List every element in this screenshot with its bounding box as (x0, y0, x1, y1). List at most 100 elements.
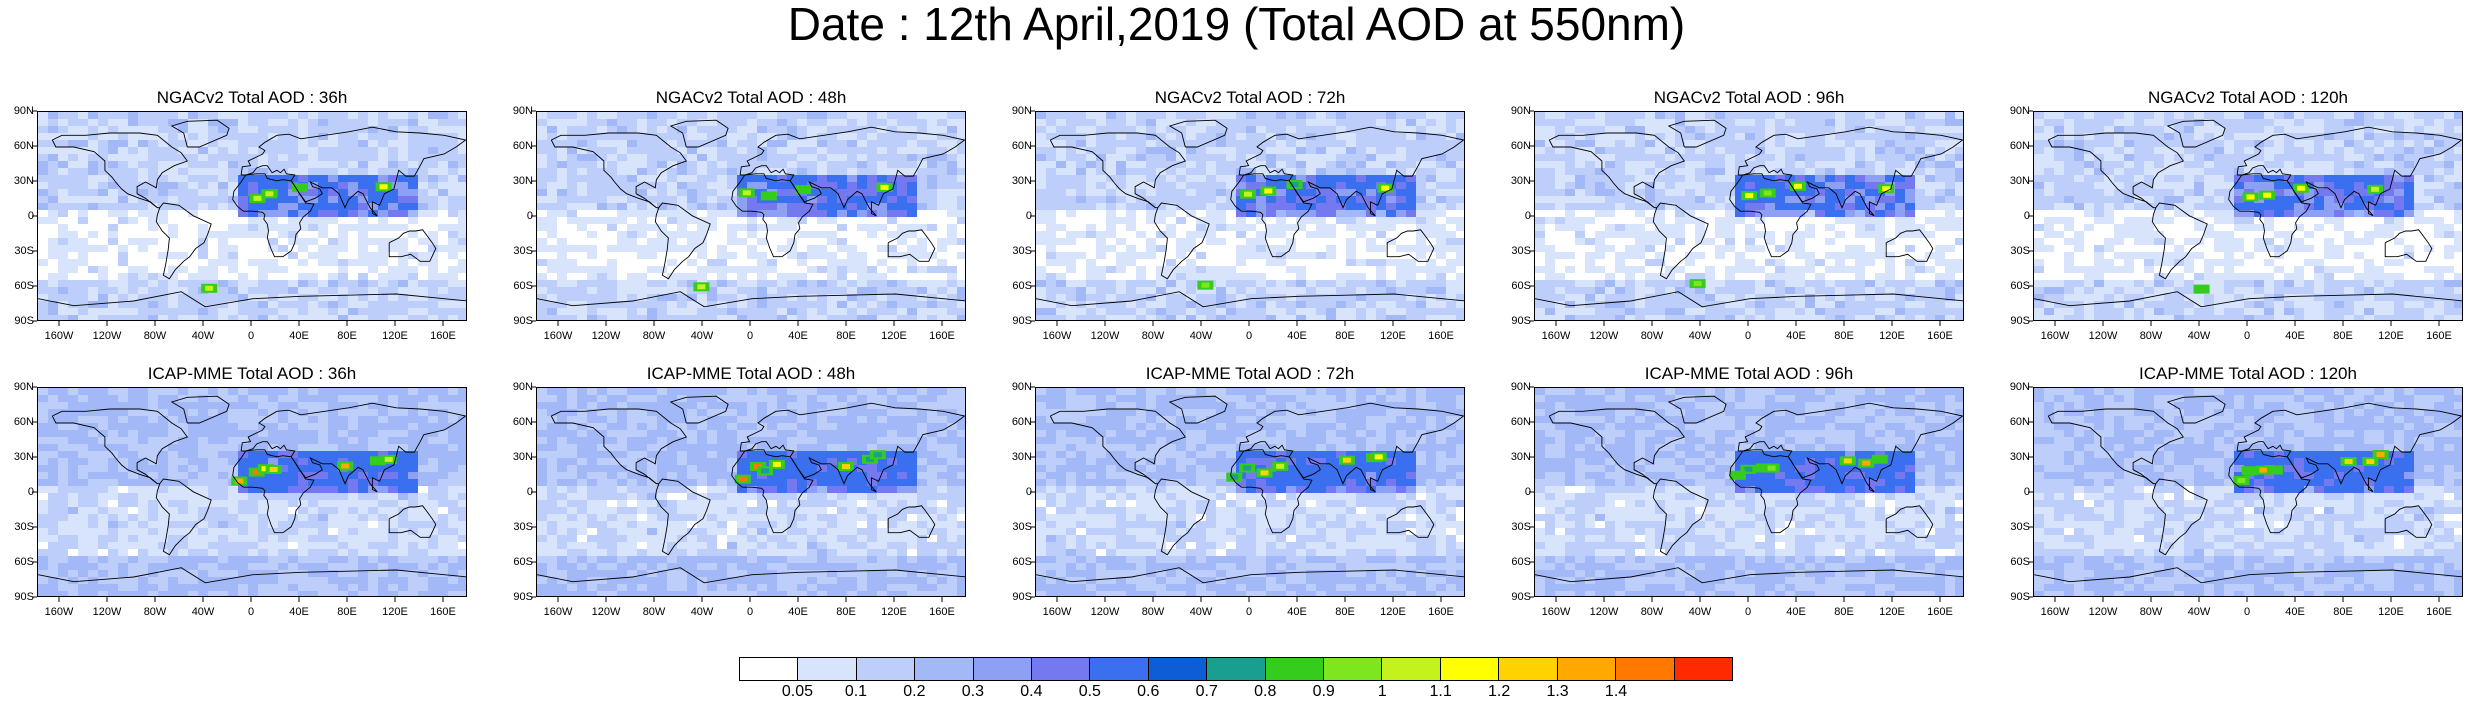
lon-tick-label: 160W (44, 606, 74, 618)
lat-tick-label: 30N (13, 175, 34, 187)
lon-tick-label: 40W (2187, 330, 2211, 342)
lon-tick-label: 120E (881, 330, 907, 342)
lon-tick-label: 80E (1335, 606, 1355, 618)
lon-tick-label: 120E (2378, 606, 2404, 618)
colorbar-swatch (1382, 658, 1441, 680)
lon-tick-label: 40W (690, 330, 714, 342)
lat-tick-label: 90N (2009, 105, 2030, 117)
lat-tick-label: 60S (513, 280, 533, 292)
lat-tick-label: 60N (13, 140, 34, 152)
lat-tick-label: 30N (2009, 451, 2030, 463)
lat-tick-label: 60N (1011, 416, 1032, 428)
lat-tick-label: 0 (2023, 210, 2030, 222)
lat-tick-label: 90S (1511, 315, 1531, 327)
map-panel: ICAP-MME Total AOD : 36h 90N 60N 30N 0 30S 60S… (0, 364, 500, 618)
lon-tick-label: 160E (929, 606, 955, 618)
lat-tick-label: 30S (1012, 245, 1032, 257)
lon-tick-label: 80E (836, 606, 856, 618)
lon-tick-label: 160W (44, 330, 74, 342)
lat-tick-label: 90N (1011, 105, 1032, 117)
lat-tick-label: 60S (513, 556, 533, 568)
map-panel: NGACv2 Total AOD : 72h 90N 60N 30N 0 30S 60S 90… (998, 88, 1498, 342)
colorbar-swatch (973, 658, 1033, 680)
panel-title: NGACv2 Total AOD : 48h (655, 88, 847, 107)
lat-tick-label: 30S (1511, 245, 1531, 257)
lon-tick-label: 160W (1541, 330, 1571, 342)
lat-tick-label: 90N (512, 381, 533, 393)
lon-tick-label: 80E (1834, 330, 1854, 342)
lon-tick-label: 120E (382, 330, 408, 342)
lon-tick-label: 0 (2243, 606, 2251, 618)
lat-tick-label: 30N (1011, 175, 1032, 187)
colorbar-label: 0.3 (961, 683, 984, 700)
map-panel: ICAP-MME Total AOD : 48h 90N 60N 30N 0 30S 60S… (499, 364, 999, 618)
lon-tick-label: 120E (1380, 606, 1406, 618)
lat-tick-label: 90N (1011, 381, 1032, 393)
aod-map (37, 387, 467, 597)
map-panel: NGACv2 Total AOD : 96h 90N 60N 30N 0 30S 60S 90… (1497, 88, 1997, 342)
lon-tick-label: 40E (788, 606, 808, 618)
colorbar-label: 0.9 (1312, 683, 1335, 700)
lat-tick-label: 0 (526, 486, 533, 498)
lat-tick-label: 90N (2009, 381, 2030, 393)
panel-title: ICAP-MME Total AOD : 120h (2139, 364, 2357, 383)
lat-tick-label: 60S (1012, 280, 1032, 292)
lon-tick-label: 80E (2333, 606, 2353, 618)
lon-tick-label: 0 (247, 330, 255, 342)
lat-tick-label: 30N (512, 451, 533, 463)
aod-map (1035, 111, 1465, 321)
lon-tick-label: 40W (690, 606, 714, 618)
aod-map (536, 111, 966, 321)
lon-tick-label: 80W (1141, 606, 1165, 618)
lon-tick-label: 80W (1640, 330, 1664, 342)
lat-tick-label: 60N (1011, 140, 1032, 152)
colorbar-label: 0.1 (844, 683, 868, 700)
lon-tick-label: 40W (191, 606, 215, 618)
lat-tick-label: 90N (512, 105, 533, 117)
lat-tick-label: 30N (1510, 451, 1531, 463)
lat-tick-label: 30S (14, 521, 34, 533)
lat-tick-label: 60S (2010, 280, 2030, 292)
lon-tick-label: 120W (2088, 330, 2118, 342)
map-panel: NGACv2 Total AOD : 36h 90N 60N 30N 0 30S 60S 90… (0, 88, 500, 342)
map-panel: ICAP-MME Total AOD : 96h 90N 60N 30N 0 30S 60S… (1497, 364, 1997, 618)
colorbar-swatch (1148, 658, 1208, 680)
lon-tick-label: 120W (1090, 606, 1120, 618)
lat-tick-label: 30S (513, 245, 533, 257)
panel-title: ICAP-MME Total AOD : 72h (1145, 364, 1355, 383)
lon-tick-label: 160E (1927, 606, 1953, 618)
lat-tick-label: 90S (14, 591, 34, 603)
colorbar-label: 1.1 (1429, 683, 1452, 700)
lon-tick-label: 120E (1879, 606, 1905, 618)
aod-map (1035, 387, 1465, 597)
panel-title: ICAP-MME Total AOD : 48h (646, 364, 856, 383)
lat-tick-label: 30N (1011, 451, 1032, 463)
lon-tick-label: 160E (430, 606, 456, 618)
lon-tick-label: 40W (1189, 330, 1213, 342)
lon-tick-label: 40E (289, 330, 309, 342)
lat-tick-label: 90N (1510, 381, 1531, 393)
lat-tick-label: 60N (2009, 416, 2030, 428)
lat-tick-label: 0 (526, 210, 533, 222)
lon-tick-label: 80E (1335, 330, 1355, 342)
panel-title: ICAP-MME Total AOD : 96h (1644, 364, 1854, 383)
lon-tick-label: 160W (2040, 330, 2070, 342)
map-panel: NGACv2 Total AOD : 48h 90N 60N 30N 0 30S 60S 90… (499, 88, 999, 342)
lon-tick-label: 80W (2139, 330, 2163, 342)
colorbar (739, 657, 1733, 681)
colorbar-label: 1.4 (1604, 683, 1628, 700)
lon-tick-label: 120E (2378, 330, 2404, 342)
colorbar-swatch (1207, 658, 1266, 680)
lon-tick-label: 120W (1589, 330, 1619, 342)
lon-tick-label: 160E (1927, 330, 1953, 342)
lat-tick-label: 60N (512, 416, 533, 428)
lon-tick-label: 0 (1744, 330, 1752, 342)
colorbar-label: 1 (1377, 683, 1387, 700)
lon-tick-label: 0 (1245, 330, 1253, 342)
map-panel: ICAP-MME Total AOD : 120h 90N 60N 30N 0 30S 60… (1996, 364, 2473, 618)
lon-tick-label: 80W (1640, 606, 1664, 618)
lon-tick-label: 120W (591, 330, 621, 342)
panel-title: NGACv2 Total AOD : 72h (1154, 88, 1346, 107)
lat-tick-label: 90N (1510, 105, 1531, 117)
colorbar-label: 0.2 (903, 683, 926, 700)
